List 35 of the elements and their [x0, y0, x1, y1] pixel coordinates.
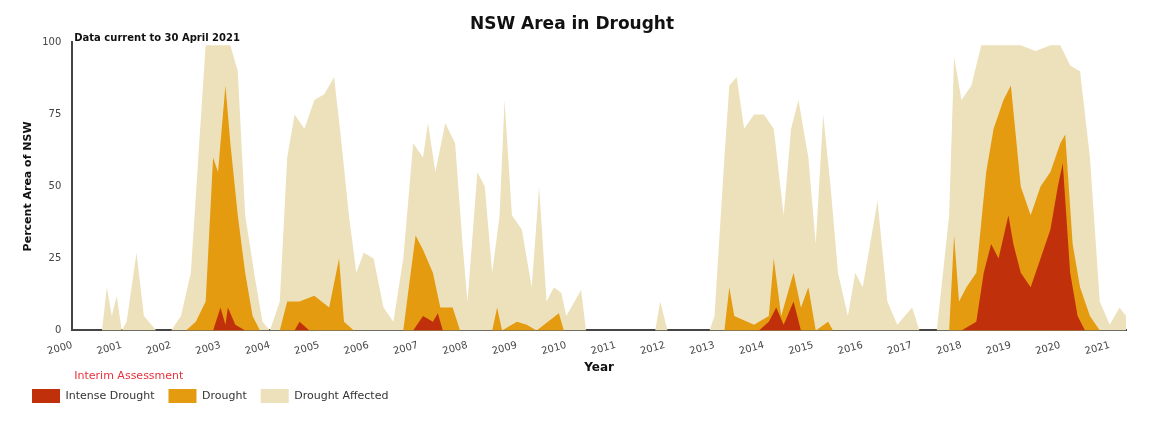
- x-tick-label: 2018: [935, 339, 963, 357]
- y-tick-label: 25: [48, 252, 62, 264]
- x-tick-label: 2009: [490, 339, 519, 357]
- x-tick-label: 2019: [984, 339, 1013, 357]
- annotation: Data current to 30 April 2021: [74, 31, 240, 43]
- y-tick-label: 75: [48, 108, 62, 119]
- y-tick-label: 50: [48, 180, 62, 191]
- x-tick-label: 2020: [1034, 339, 1062, 357]
- x-tick-label: 2016: [836, 339, 864, 357]
- x-tick-label: 2005: [293, 339, 321, 357]
- y-tick-label: 100: [42, 35, 62, 47]
- x-tick-label: 2015: [787, 339, 815, 357]
- x-tick-label: 2011: [589, 339, 617, 357]
- x-tick-label: 2021: [1083, 339, 1111, 357]
- x-tick-label: 2014: [737, 339, 766, 357]
- x-tick-label: 2002: [144, 339, 173, 357]
- legend-label: Drought: [201, 388, 248, 402]
- x-tick-label: 2017: [885, 339, 914, 357]
- x-tick-label: 2000: [46, 339, 74, 357]
- y-axis-title: Percent Area of NSW: [21, 121, 35, 252]
- x-tick-label: 2003: [194, 339, 222, 357]
- x-tick-label: 2008: [441, 339, 469, 357]
- legend-label: Intense Drought: [65, 388, 156, 402]
- y-tick-label: 0: [54, 324, 62, 336]
- x-tick-label: 2006: [342, 339, 370, 357]
- x-tick-label: 2004: [243, 339, 272, 357]
- legend-label: Drought Affected: [294, 388, 389, 402]
- x-tick-label: 2012: [638, 339, 667, 357]
- x-tick-label: 2013: [688, 339, 716, 357]
- x-tick-label: 2007: [391, 339, 420, 357]
- text: Interim Assessment: [74, 369, 185, 383]
- x-axis-title: Year: [583, 359, 615, 374]
- x-tick-label: 2010: [540, 339, 568, 357]
- chart-title: NSW Area in Drought: [469, 12, 675, 33]
- x-tick-label: 2001: [95, 339, 123, 357]
